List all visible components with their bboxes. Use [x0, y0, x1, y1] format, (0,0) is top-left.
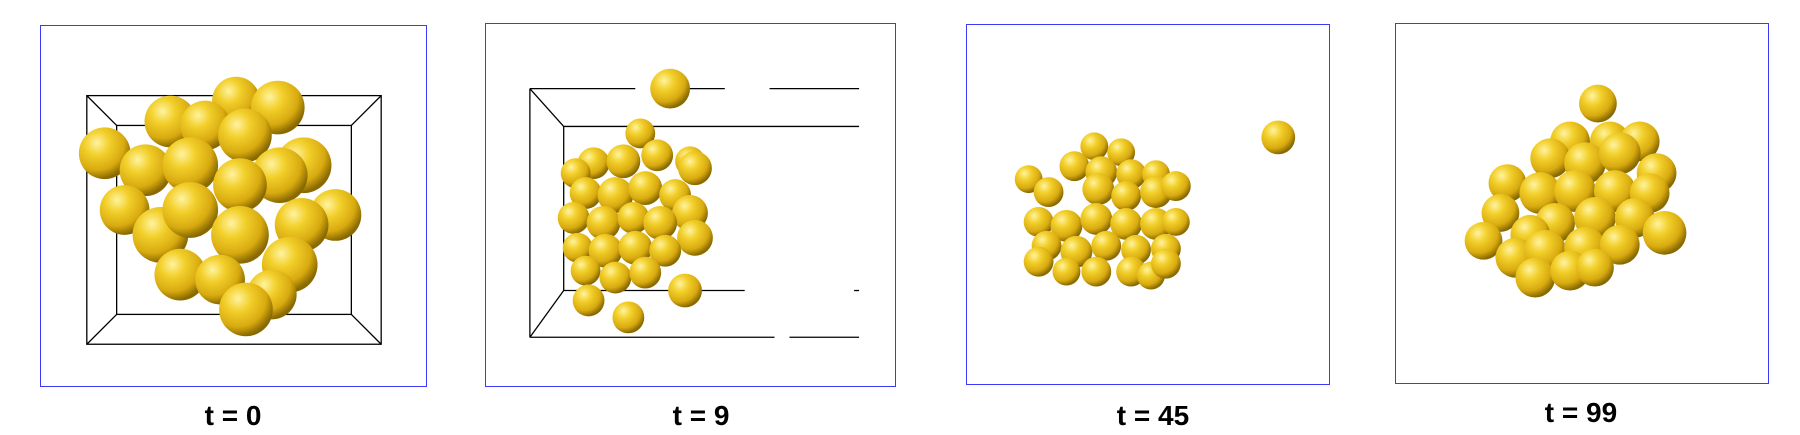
snapshot-panel-t99	[1395, 23, 1769, 384]
particle-render-t0	[78, 76, 382, 345]
sphere-cluster-t45	[1014, 120, 1296, 290]
snapshot-panel-t45	[966, 24, 1330, 385]
time-label-t9: t = 9	[672, 400, 730, 431]
particle-render-t45	[1014, 120, 1296, 290]
sphere-cluster-t99	[1464, 84, 1687, 298]
snapshot-panel-t0	[40, 25, 427, 387]
particle-render-t9	[529, 68, 860, 338]
sphere-cluster-t9	[557, 68, 713, 334]
snapshot-panel-t9	[485, 23, 896, 387]
time-label-t45: t = 45	[1116, 400, 1190, 431]
time-label-t99: t = 99	[1544, 397, 1618, 428]
particle-render-t99	[1464, 84, 1687, 298]
sphere-cluster-t0	[78, 76, 362, 337]
simulation-box	[529, 87, 860, 338]
time-label-t0: t = 0	[204, 400, 262, 431]
